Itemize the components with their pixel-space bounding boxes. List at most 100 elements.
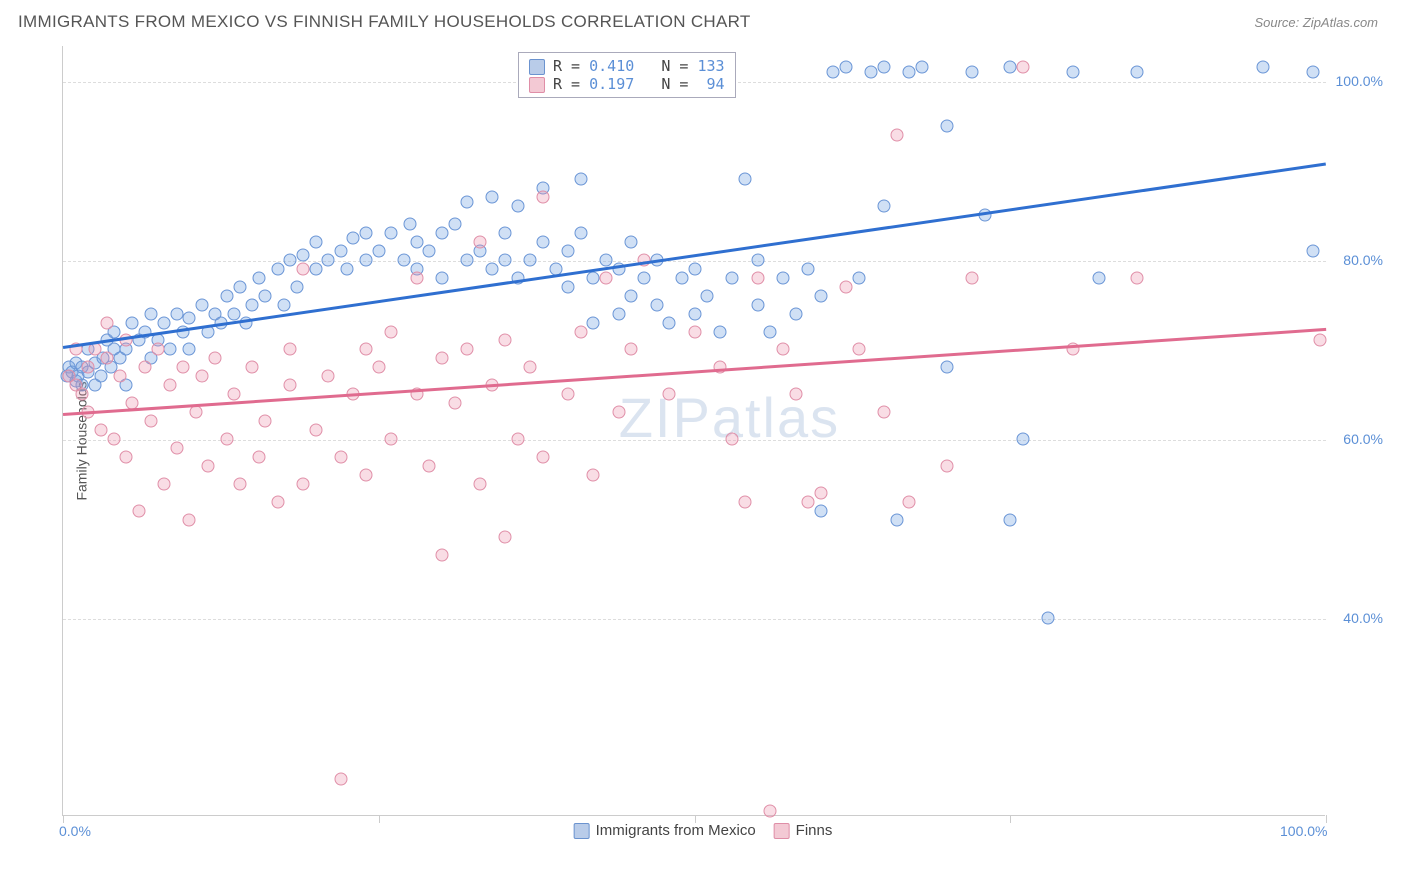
scatter-point — [126, 316, 139, 329]
scatter-point — [966, 271, 979, 284]
scatter-point — [372, 244, 385, 257]
scatter-point — [189, 406, 202, 419]
scatter-point — [890, 128, 903, 141]
scatter-point — [789, 388, 802, 401]
scatter-point — [94, 424, 107, 437]
scatter-point — [202, 459, 215, 472]
scatter-point — [1130, 271, 1143, 284]
scatter-point — [1004, 61, 1017, 74]
scatter-point — [145, 307, 158, 320]
scatter-point — [423, 459, 436, 472]
y-tick-label: 80.0% — [1343, 252, 1383, 268]
scatter-point — [751, 253, 764, 266]
scatter-point — [1092, 271, 1105, 284]
scatter-point — [625, 343, 638, 356]
scatter-point — [751, 271, 764, 284]
scatter-point — [107, 432, 120, 445]
legend-swatch — [529, 59, 545, 75]
scatter-point — [650, 298, 663, 311]
scatter-point — [183, 513, 196, 526]
legend-swatch — [529, 77, 545, 93]
scatter-point — [486, 191, 499, 204]
scatter-point — [499, 334, 512, 347]
scatter-point — [221, 432, 234, 445]
scatter-point — [183, 343, 196, 356]
legend-label: Immigrants from Mexico — [596, 822, 756, 839]
scatter-point — [587, 271, 600, 284]
scatter-point — [284, 379, 297, 392]
scatter-point — [233, 477, 246, 490]
legend-swatch — [774, 823, 790, 839]
scatter-point — [334, 773, 347, 786]
scatter-point — [101, 316, 114, 329]
scatter-point — [296, 249, 309, 262]
trend-line — [63, 162, 1326, 348]
scatter-point — [195, 298, 208, 311]
scatter-point — [233, 280, 246, 293]
scatter-point — [751, 298, 764, 311]
scatter-point — [82, 361, 95, 374]
scatter-point — [587, 468, 600, 481]
scatter-point — [600, 271, 613, 284]
y-tick-label: 40.0% — [1343, 610, 1383, 626]
x-tick — [379, 815, 380, 823]
scatter-point — [764, 325, 777, 338]
scatter-point — [1130, 65, 1143, 78]
scatter-point — [840, 61, 853, 74]
scatter-point — [448, 218, 461, 231]
scatter-point — [877, 61, 890, 74]
scatter-point — [259, 289, 272, 302]
scatter-point — [284, 253, 297, 266]
correlation-legend-row: R = 0.197 N = 94 — [529, 75, 725, 93]
scatter-point — [259, 415, 272, 428]
scatter-point — [435, 549, 448, 562]
scatter-point — [164, 379, 177, 392]
scatter-point — [461, 343, 474, 356]
scatter-point — [625, 235, 638, 248]
scatter-point — [290, 280, 303, 293]
scatter-point — [435, 352, 448, 365]
scatter-point — [536, 191, 549, 204]
scatter-point — [688, 262, 701, 275]
chart-container: Family Households ZIPatlas 40.0%60.0%80.… — [40, 46, 1390, 836]
scatter-point — [385, 227, 398, 240]
scatter-point — [461, 253, 474, 266]
scatter-point — [101, 352, 114, 365]
scatter-point — [473, 477, 486, 490]
scatter-point — [404, 218, 417, 231]
scatter-point — [802, 495, 815, 508]
scatter-point — [511, 432, 524, 445]
scatter-point — [410, 271, 423, 284]
scatter-point — [334, 450, 347, 463]
scatter-point — [227, 388, 240, 401]
scatter-point — [890, 513, 903, 526]
scatter-point — [448, 397, 461, 410]
scatter-point — [1016, 61, 1029, 74]
scatter-point — [1004, 513, 1017, 526]
scatter-point — [296, 477, 309, 490]
scatter-point — [309, 262, 322, 275]
scatter-point — [852, 343, 865, 356]
scatter-point — [372, 361, 385, 374]
scatter-point — [739, 495, 752, 508]
scatter-point — [1307, 244, 1320, 257]
scatter-point — [840, 280, 853, 293]
scatter-point — [278, 298, 291, 311]
scatter-point — [637, 271, 650, 284]
scatter-point — [574, 325, 587, 338]
scatter-point — [334, 244, 347, 257]
scatter-point — [713, 361, 726, 374]
scatter-point — [739, 173, 752, 186]
scatter-point — [88, 343, 101, 356]
scatter-point — [562, 244, 575, 257]
scatter-point — [113, 370, 126, 383]
scatter-point — [903, 495, 916, 508]
scatter-point — [915, 61, 928, 74]
scatter-point — [271, 495, 284, 508]
scatter-point — [941, 361, 954, 374]
scatter-point — [132, 504, 145, 517]
scatter-point — [776, 343, 789, 356]
scatter-point — [877, 200, 890, 213]
scatter-point — [1256, 61, 1269, 74]
scatter-point — [1016, 432, 1029, 445]
